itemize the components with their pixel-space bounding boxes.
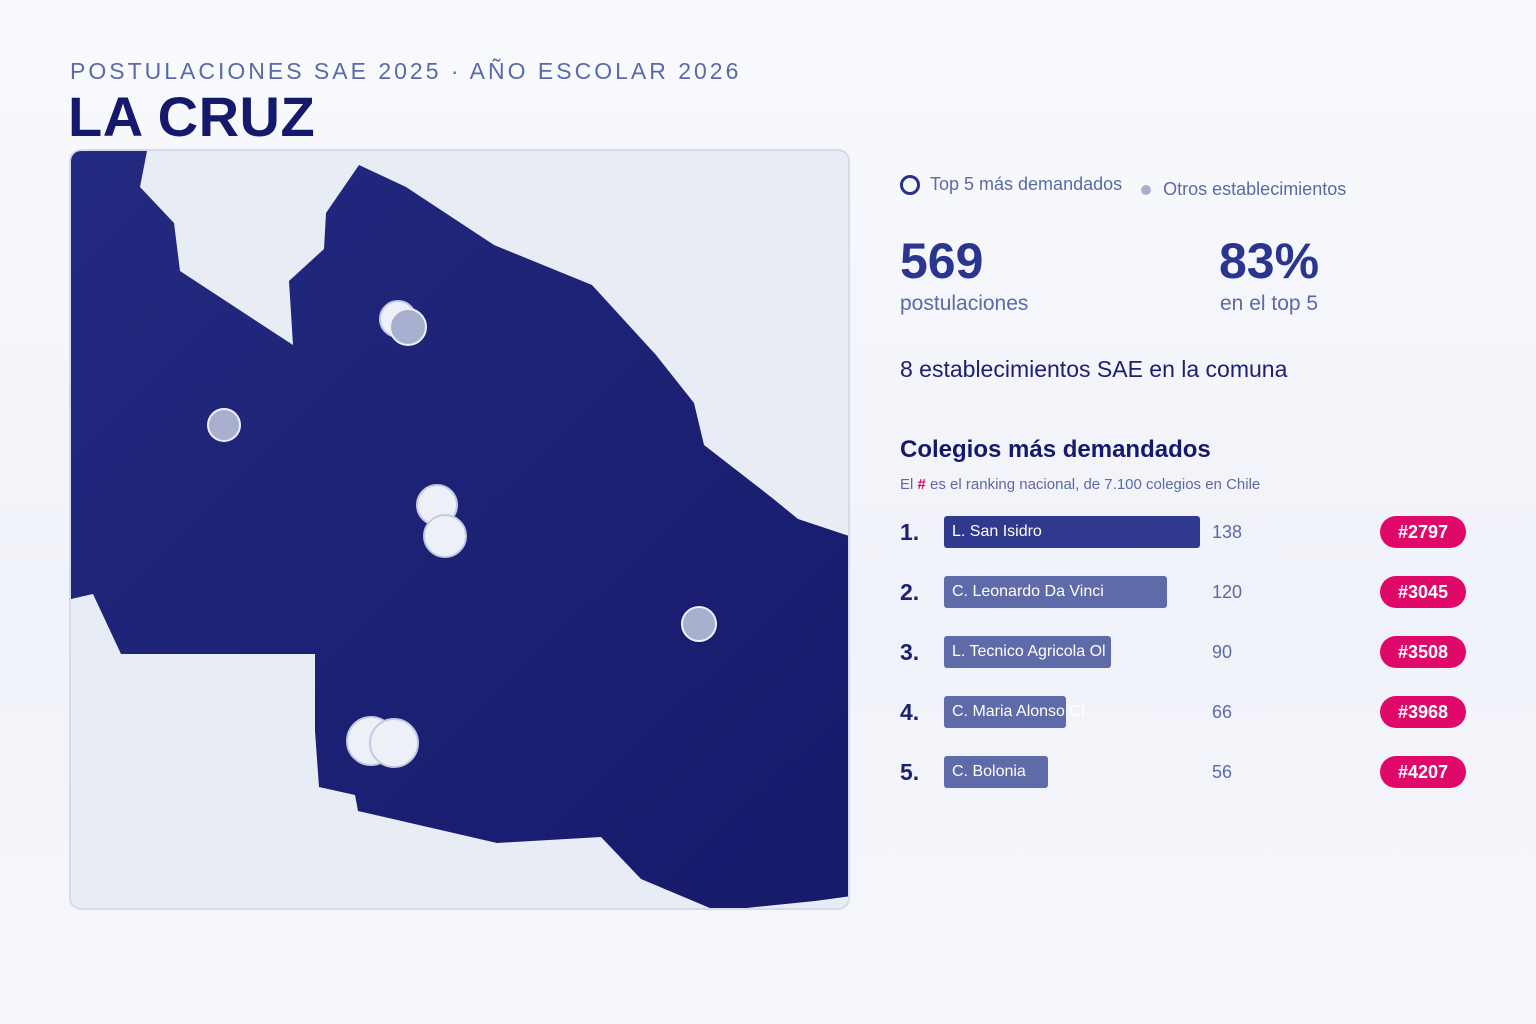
legend-others-label: Otros establecimientos <box>1163 179 1347 199</box>
bar-label-clip: L. Tecnico Agricola Ol <box>944 636 1131 668</box>
map-legend: Top 5 más demandados Otros establecimien… <box>900 174 1360 200</box>
applications-value: 120 <box>1212 582 1243 602</box>
marker-top5[interactable] <box>369 718 419 768</box>
rank-number: 1. <box>900 519 920 545</box>
establishments-count: 8 establecimientos SAE en la comuna <box>900 356 1288 382</box>
map-canvas <box>71 151 848 908</box>
school-name: L. Tecnico Agricola Ol <box>952 643 1106 660</box>
demand-bar <box>944 756 1048 788</box>
demand-bar <box>944 636 1111 668</box>
national-rank-badge: #4207 <box>1380 756 1466 788</box>
page-title: LA CRUZ <box>68 85 316 148</box>
applications-value: 138 <box>1212 522 1243 542</box>
school-markers <box>207 300 717 768</box>
national-rank-badge: #3508 <box>1380 636 1466 668</box>
legend-top5-label: Top 5 más demandados <box>930 174 1123 194</box>
ranking-note-prefix: El <box>900 476 914 493</box>
top5-share: 83% <box>1219 233 1320 289</box>
applications-count: 569 <box>900 233 984 289</box>
legend-others: Otros establecimientos <box>1141 179 1346 200</box>
bar-label-clip: L. San Isidro <box>944 516 1220 548</box>
ranking-note: El # es el ranking nacional, de 7.100 co… <box>900 476 1260 493</box>
rank-number: 3. <box>900 639 920 665</box>
school-name: C. Leonardo Da Vinci <box>952 583 1104 600</box>
applications-value: 90 <box>1212 642 1233 662</box>
applications-value: 56 <box>1212 762 1233 782</box>
rank-number: 4. <box>900 699 920 725</box>
bar-label-clip: C. Leonardo Da Vinci <box>944 576 1187 608</box>
demand-bar <box>944 576 1167 608</box>
bar-label-clip: C. Bolonia <box>944 756 1068 788</box>
ranking-note-suffix: es el ranking nacional, de 7.100 colegio… <box>930 476 1261 493</box>
bar-label-clip: C. Maria Alonso Chacon <box>944 696 1086 728</box>
eyebrow-subtitle: POSTULACIONES SAE 2025 · AÑO ESCOLAR 202… <box>70 58 742 84</box>
school-name: L. San Isidro <box>952 523 1042 540</box>
national-rank-badge: #2797 <box>1380 516 1466 548</box>
school-name: C. Bolonia <box>952 763 1026 780</box>
rank-number: 5. <box>900 759 920 785</box>
top5-share-label: en el top 5 <box>1220 292 1319 315</box>
demand-bar <box>944 696 1066 728</box>
ranking-row[interactable]: 1. L. San Isidro 138 #2797 <box>900 516 1466 548</box>
marker-other[interactable] <box>207 408 241 442</box>
ranking-row[interactable]: 2. C. Leonardo Da Vinci 120 #3045 <box>900 576 1466 608</box>
marker-top5[interactable] <box>423 514 467 558</box>
ranking-note-hash: # <box>917 476 926 493</box>
applications-value: 66 <box>1212 702 1233 722</box>
dot-marker-icon <box>1141 184 1152 195</box>
ranking-row[interactable]: 4. C. Maria Alonso Chacon 66 #3968 <box>900 696 1466 728</box>
rank-number: 2. <box>900 579 920 605</box>
ring-marker-icon <box>900 174 920 195</box>
national-rank-badge: #3968 <box>1380 696 1466 728</box>
national-rank-badge: #3045 <box>1380 576 1466 608</box>
ranking-title: Colegios más demandados <box>900 436 1211 463</box>
applications-label: postulaciones <box>900 292 1029 315</box>
demand-bar <box>944 516 1200 548</box>
commune-map[interactable] <box>69 149 850 910</box>
ranking-row[interactable]: 3. L. Tecnico Agricola Ol 90 #3508 <box>900 636 1466 668</box>
marker-other[interactable] <box>681 606 717 642</box>
marker-other[interactable] <box>389 308 427 346</box>
ranking-row[interactable]: 5. C. Bolonia 56 #4207 <box>900 756 1466 788</box>
school-name: C. Maria Alonso Chacon <box>952 703 1086 720</box>
legend-top5: Top 5 más demandados <box>900 174 1122 195</box>
